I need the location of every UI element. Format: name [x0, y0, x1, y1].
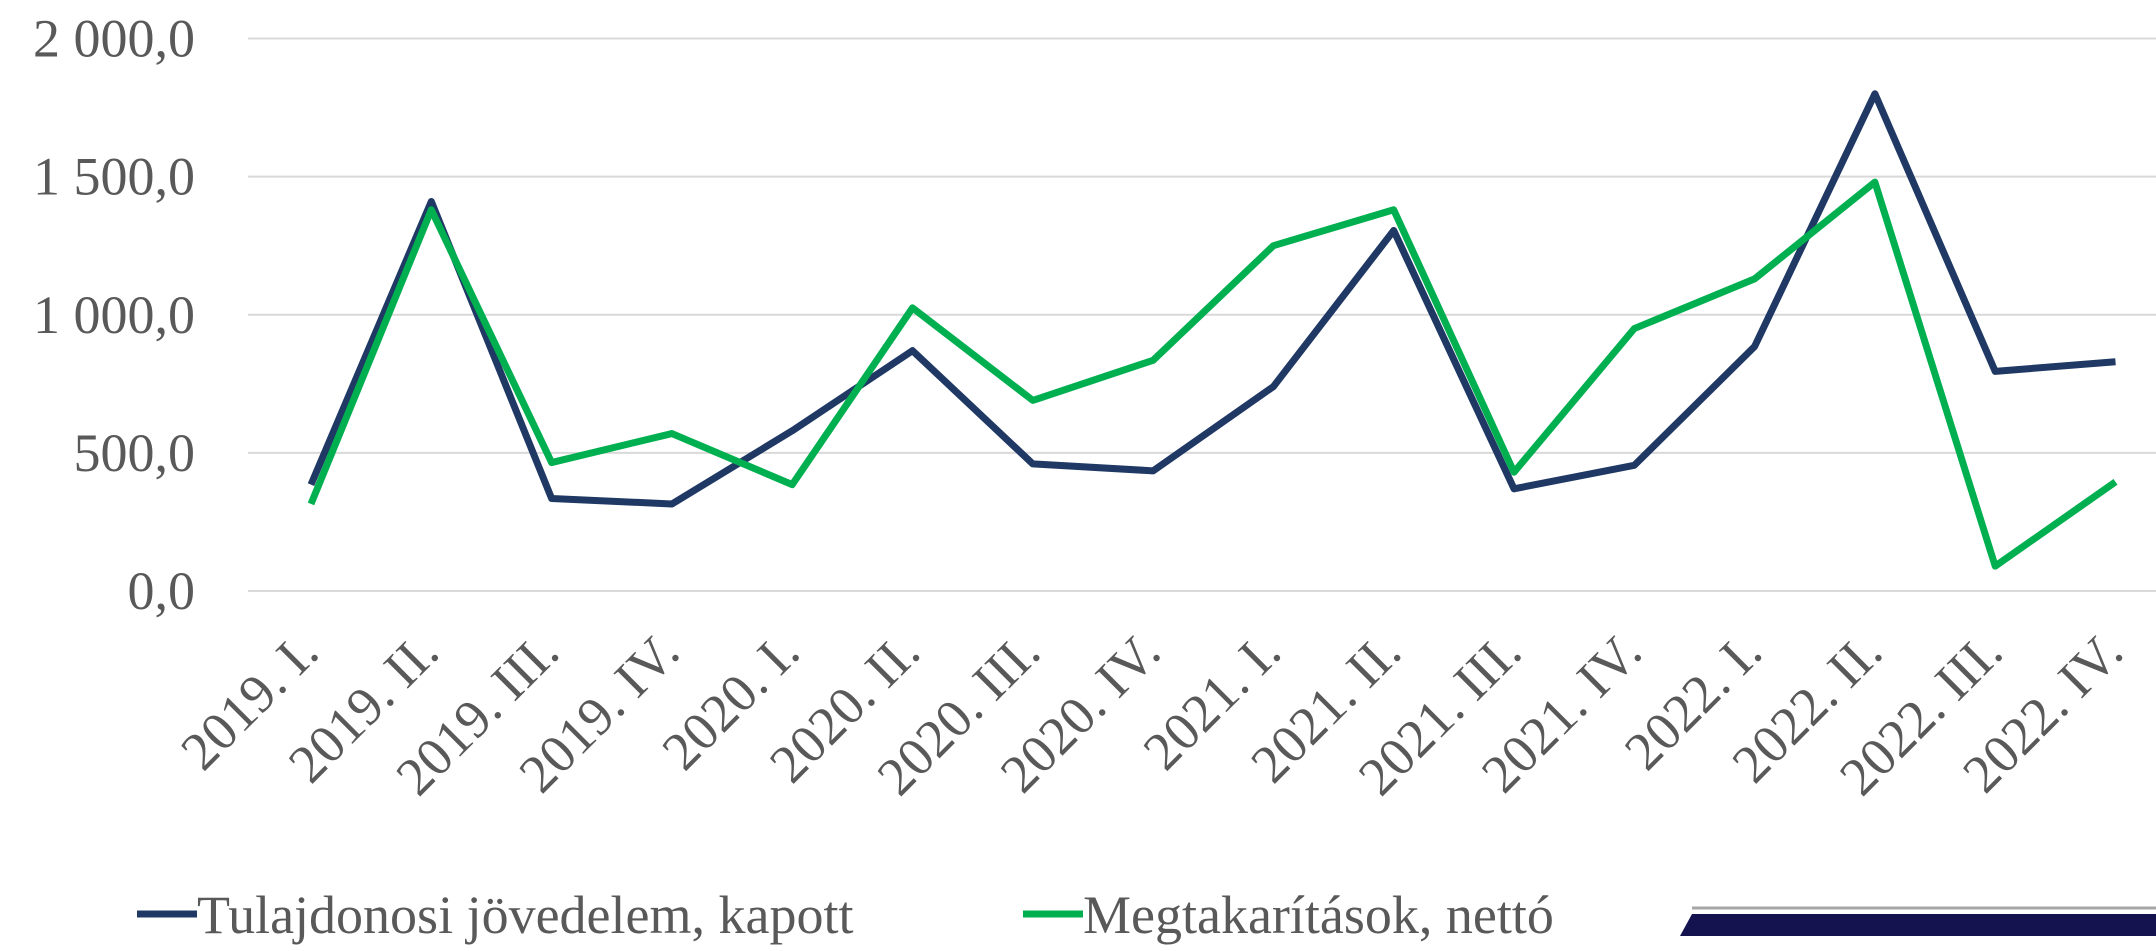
series-line — [307, 90, 2116, 508]
legend-label: Tulajdonosi jövedelem, kapott — [197, 885, 853, 945]
y-tick-label: 0,0 — [128, 561, 196, 621]
y-tick-label: 1 500,0 — [33, 147, 195, 207]
decoration-bar — [1680, 914, 2156, 936]
y-tick-label: 500,0 — [74, 423, 196, 483]
y-tick-label: 2 000,0 — [33, 9, 195, 69]
y-tick-label: 1 000,0 — [33, 285, 195, 345]
series-line — [307, 178, 2118, 570]
legend-label: Megtakarítások, nettó — [1083, 885, 1554, 945]
